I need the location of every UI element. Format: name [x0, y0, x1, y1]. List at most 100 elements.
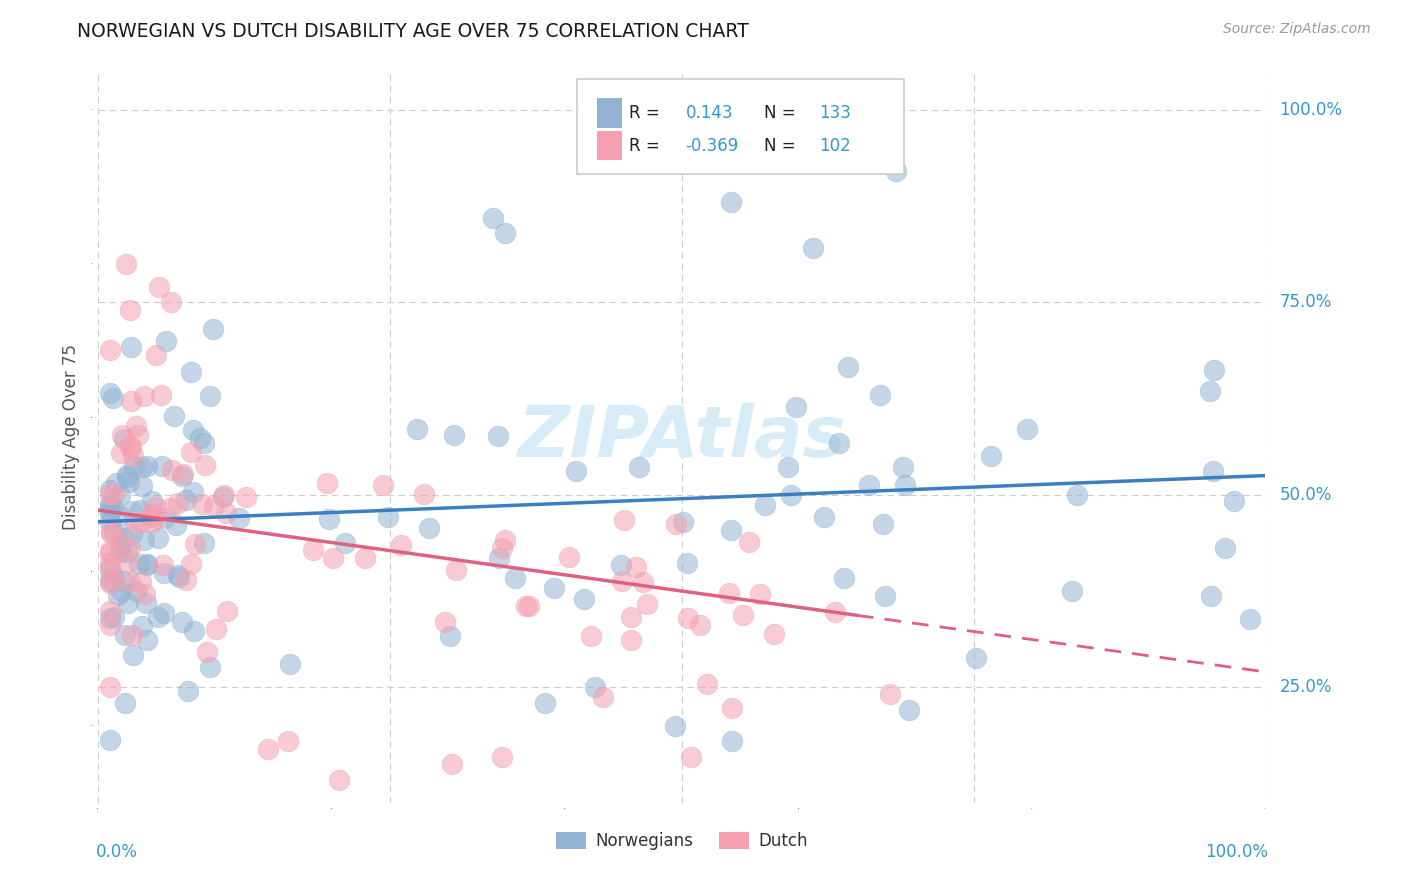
Point [110, 488, 132, 502]
Point [98, 504, 121, 518]
Point [121, 628, 143, 642]
Point [181, 424, 204, 438]
Point [131, 515, 153, 529]
Point [965, 651, 987, 665]
Point [205, 622, 228, 636]
Point [136, 558, 159, 572]
Point [132, 533, 155, 547]
Point [837, 360, 859, 375]
Point [631, 574, 654, 589]
Point [318, 512, 340, 526]
Point [676, 557, 699, 571]
Point [125, 584, 148, 599]
Point [891, 459, 914, 474]
Point [146, 609, 169, 624]
Point [115, 545, 138, 559]
Point [1015, 422, 1038, 436]
Text: 0.0%: 0.0% [96, 843, 138, 861]
Text: 102: 102 [820, 136, 852, 154]
Point [120, 438, 142, 452]
Point [444, 563, 467, 577]
Point [103, 525, 125, 540]
Point [780, 488, 803, 502]
Point [134, 587, 156, 601]
Text: Source: ZipAtlas.com: Source: ZipAtlas.com [1223, 22, 1371, 37]
Point [98, 385, 121, 400]
Point [202, 322, 225, 336]
Point [101, 391, 124, 405]
Point [103, 500, 125, 514]
Point [107, 588, 129, 602]
Point [754, 498, 776, 512]
Point [235, 490, 257, 504]
Point [148, 280, 170, 294]
Point [120, 541, 142, 555]
Point [721, 701, 744, 715]
Point [1199, 384, 1222, 398]
Point [103, 487, 125, 501]
Point [328, 772, 350, 787]
Point [172, 615, 194, 629]
Point [316, 476, 339, 491]
Point [824, 606, 846, 620]
Point [122, 648, 145, 662]
Point [200, 660, 222, 674]
Point [212, 488, 235, 502]
Point [543, 581, 565, 595]
Point [534, 696, 557, 710]
Text: 25.0%: 25.0% [1279, 678, 1331, 697]
Point [132, 389, 155, 403]
Point [491, 541, 513, 556]
Point [406, 422, 429, 436]
Point [98, 483, 121, 498]
Y-axis label: Disability Age Over 75: Disability Age Over 75 [62, 344, 80, 530]
Point [277, 734, 299, 748]
Point [721, 734, 744, 748]
Point [665, 517, 688, 532]
Point [98, 560, 121, 574]
Point [124, 516, 146, 531]
Point [98, 733, 121, 747]
Point [1066, 488, 1088, 502]
Point [98, 680, 121, 694]
Text: N =: N = [763, 136, 800, 154]
Point [183, 624, 205, 638]
Point [517, 599, 540, 613]
Point [583, 681, 606, 695]
Point [110, 535, 132, 549]
Point [180, 365, 202, 379]
Point [98, 546, 121, 560]
Point [193, 435, 215, 450]
Point [763, 627, 786, 641]
Point [131, 619, 153, 633]
Point [172, 467, 194, 481]
Point [114, 696, 136, 710]
Point [720, 523, 742, 537]
Point [1202, 363, 1225, 377]
Point [1202, 464, 1225, 478]
Point [202, 499, 225, 513]
Point [120, 393, 142, 408]
Point [98, 563, 121, 577]
Point [145, 500, 167, 514]
Point [302, 542, 325, 557]
Point [610, 574, 633, 588]
Point [872, 517, 894, 532]
Point [737, 535, 759, 549]
Point [139, 509, 162, 524]
Point [117, 596, 139, 610]
Legend: Norwegians, Dutch: Norwegians, Dutch [550, 825, 814, 856]
Point [439, 629, 461, 643]
Point [681, 749, 703, 764]
Point [486, 429, 509, 443]
Point [354, 551, 377, 566]
Point [114, 628, 136, 642]
Point [98, 487, 121, 501]
Point [145, 348, 167, 362]
Point [98, 343, 121, 358]
Point [389, 538, 412, 552]
Point [610, 558, 633, 572]
Point [115, 470, 138, 484]
Text: 133: 133 [820, 104, 852, 122]
Point [136, 458, 159, 473]
